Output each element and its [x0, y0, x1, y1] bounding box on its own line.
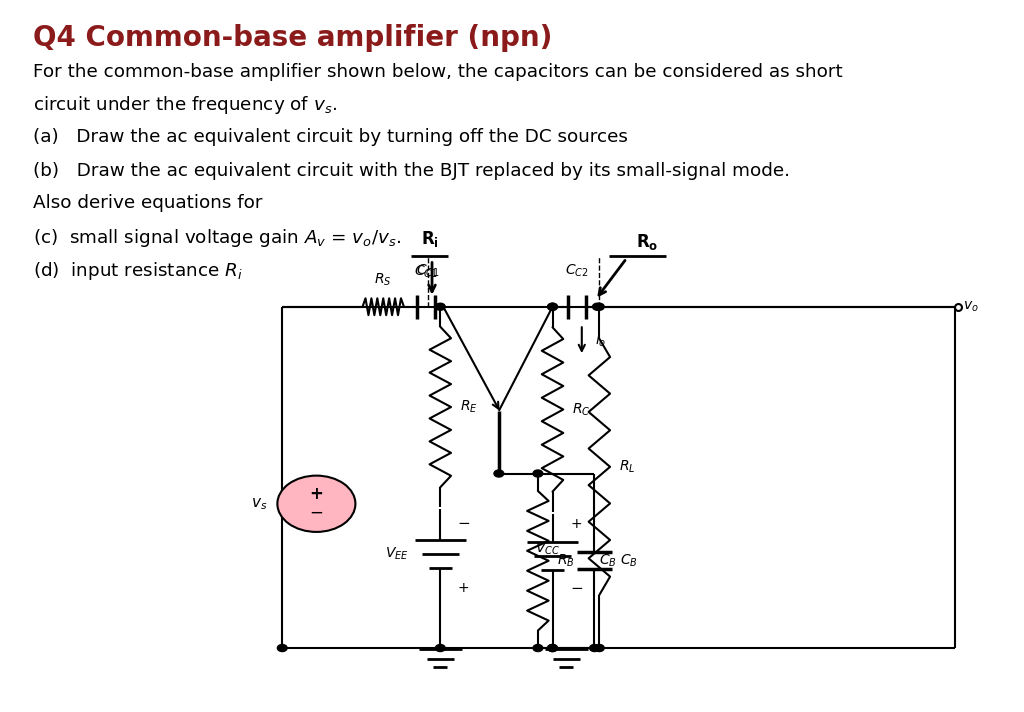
Text: $R_E$: $R_E$	[460, 399, 477, 415]
Circle shape	[278, 476, 355, 532]
Text: $R_S$: $R_S$	[375, 272, 392, 288]
Text: $C_{C2}$: $C_{C2}$	[565, 262, 589, 278]
Circle shape	[548, 303, 557, 310]
Text: −: −	[458, 515, 471, 530]
Text: (d)  input resistance $R_i$: (d) input resistance $R_i$	[34, 260, 243, 282]
Text: $C_{C1}$: $C_{C1}$	[415, 263, 438, 280]
Text: $R_C$: $R_C$	[572, 402, 591, 418]
Text: +: +	[458, 581, 469, 595]
Text: $C_{C1}$: $C_{C1}$	[416, 262, 440, 278]
Text: $V_{CC}$: $V_{CC}$	[536, 541, 560, 557]
Circle shape	[595, 644, 604, 651]
Circle shape	[278, 644, 287, 651]
Text: $v_s$: $v_s$	[251, 496, 267, 512]
Text: (a)   Draw the ac equivalent circuit by turning off the DC sources: (a) Draw the ac equivalent circuit by tu…	[34, 128, 629, 146]
Text: (c)  small signal voltage gain $A_v$ = $v_o$/$v_s$.: (c) small signal voltage gain $A_v$ = $v…	[34, 227, 401, 249]
Circle shape	[548, 644, 557, 651]
Text: $R_L$: $R_L$	[618, 459, 635, 475]
Text: $\mathbf{R_i}$: $\mathbf{R_i}$	[421, 229, 439, 249]
Text: +: +	[570, 517, 582, 531]
Text: $i_o$: $i_o$	[595, 332, 607, 349]
Circle shape	[595, 303, 604, 310]
Text: For the common-base amplifier shown below, the capacitors can be considered as s: For the common-base amplifier shown belo…	[34, 63, 843, 81]
Circle shape	[548, 303, 557, 310]
Circle shape	[548, 644, 557, 651]
Circle shape	[435, 644, 445, 651]
Circle shape	[590, 644, 599, 651]
Text: −: −	[309, 503, 324, 521]
Text: $R_B$: $R_B$	[557, 553, 575, 569]
Text: $\mathbf{R_o}$: $\mathbf{R_o}$	[637, 232, 658, 252]
Circle shape	[494, 470, 504, 477]
Text: Also derive equations for: Also derive equations for	[34, 194, 263, 212]
Text: Q4 Common-base amplifier (npn): Q4 Common-base amplifier (npn)	[34, 24, 553, 52]
Text: (b)   Draw the ac equivalent circuit with the BJT replaced by its small-signal m: (b) Draw the ac equivalent circuit with …	[34, 162, 791, 180]
Text: $V_{EE}$: $V_{EE}$	[385, 545, 409, 562]
Circle shape	[593, 303, 602, 310]
Text: circuit under the frequency of $v_s$.: circuit under the frequency of $v_s$.	[34, 94, 338, 116]
Circle shape	[534, 644, 543, 651]
Text: $C_B$: $C_B$	[620, 553, 638, 569]
Text: +: +	[309, 485, 324, 503]
Circle shape	[435, 303, 445, 310]
Text: $v_o$: $v_o$	[964, 300, 979, 314]
Text: $C_B$: $C_B$	[599, 553, 617, 569]
Circle shape	[534, 470, 543, 477]
Text: −: −	[570, 581, 583, 596]
